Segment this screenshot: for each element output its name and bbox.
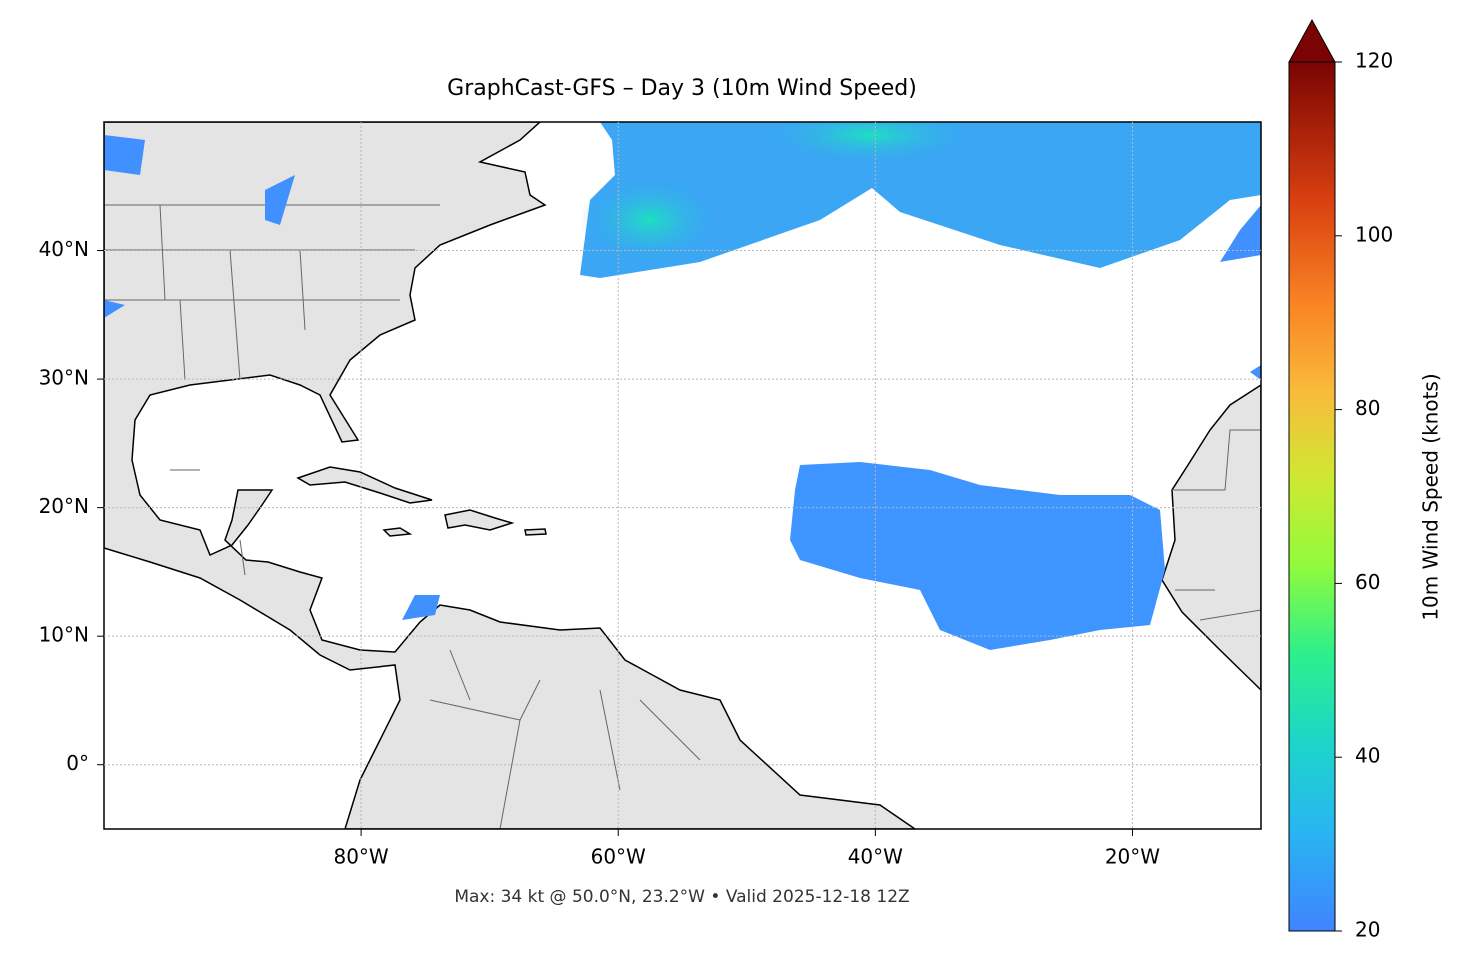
x-tick-label: 20°W: [1105, 845, 1160, 869]
colorbar-tick-label: 100: [1355, 222, 1393, 246]
borders-africa: [1172, 429, 1261, 621]
chart-title: GraphCast-GFS – Day 3 (10m Wind Speed): [447, 76, 917, 101]
colorbar-tick-label: 120: [1355, 49, 1393, 73]
wind-max: [580, 175, 720, 265]
cuba: [296, 466, 433, 504]
y-tick-label: 0°: [66, 751, 89, 775]
colorbar-tick-label: 20: [1355, 918, 1380, 942]
x-tick-label: 40°W: [848, 845, 903, 869]
x-tick-label: 80°W: [333, 845, 388, 869]
colorbar-tick-label: 40: [1355, 744, 1380, 768]
y-tick-label: 20°N: [39, 494, 89, 518]
hispaniola: [444, 509, 515, 531]
wind-area: [580, 122, 1261, 278]
plot-frame: [103, 121, 1262, 830]
y-tick-label: 40°N: [39, 237, 89, 261]
colorbar: [1288, 61, 1336, 932]
colorbar-tick-label: 60: [1355, 570, 1380, 594]
y-tick-label: 30°N: [39, 366, 89, 390]
x-tick-label: 60°W: [591, 845, 646, 869]
colorbar-label: 10m Wind Speed (knots): [1419, 373, 1443, 620]
map: [104, 122, 1261, 829]
colorbar-tick-label: 80: [1355, 396, 1380, 420]
jamaica: [382, 527, 413, 537]
y-tick-label: 10°N: [39, 623, 89, 647]
puerto-rico: [524, 528, 547, 536]
footnote: Max: 34 kt @ 50.0°N, 23.2°W • Valid 2025…: [454, 887, 909, 907]
americas: [104, 122, 917, 829]
wind-max: [760, 122, 980, 165]
wind-area: [790, 462, 1165, 650]
colorbar-extend: [1288, 18, 1336, 63]
